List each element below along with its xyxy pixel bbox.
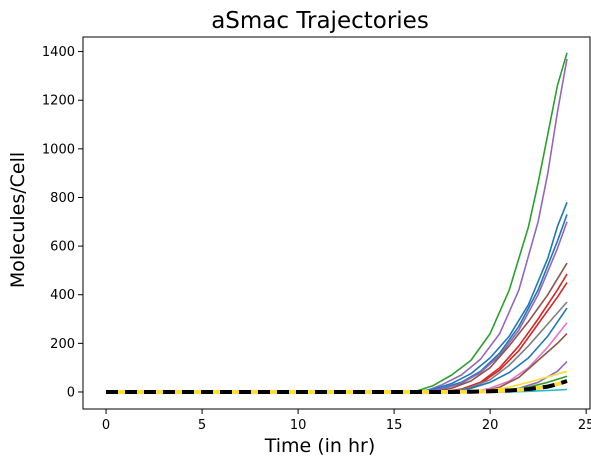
x-tick-label: 0 [102, 418, 110, 433]
y-tick-label: 800 [50, 191, 75, 206]
y-tick-label: 600 [50, 240, 75, 255]
chart-title: aSmac Trajectories [211, 8, 429, 34]
series-line-3 [106, 202, 568, 393]
series-line-5 [106, 221, 568, 393]
x-tick-label: 15 [386, 418, 403, 433]
y-axis-label: Molecules/Cell [7, 152, 29, 288]
y-tick-label: 1000 [42, 142, 75, 157]
series-layer [105, 52, 568, 394]
y-tick-label: 0 [67, 385, 75, 400]
series-line-1 [106, 52, 568, 393]
series-line-4 [106, 214, 568, 393]
ticks-layer: 0 5 10 15 20 25 0 200 400 600 800 1000 1200 1400 [42, 45, 591, 433]
y-tick-label: 1200 [42, 94, 75, 109]
series-line-6 [106, 262, 568, 393]
x-axis-label: Time (in hr) [264, 435, 376, 457]
y-tick-label: 200 [50, 337, 75, 352]
x-tick-label: 20 [482, 418, 499, 433]
series-line-17 [106, 379, 568, 394]
x-tick-label: 5 [198, 418, 206, 433]
series-line-2 [106, 58, 568, 393]
series-line-12 [106, 333, 568, 393]
x-tick-label: 25 [578, 418, 591, 433]
plot-frame [82, 36, 591, 410]
y-tick-label: 1400 [42, 45, 75, 60]
y-tick-label: 400 [50, 288, 75, 303]
x-tick-label: 10 [290, 418, 307, 433]
